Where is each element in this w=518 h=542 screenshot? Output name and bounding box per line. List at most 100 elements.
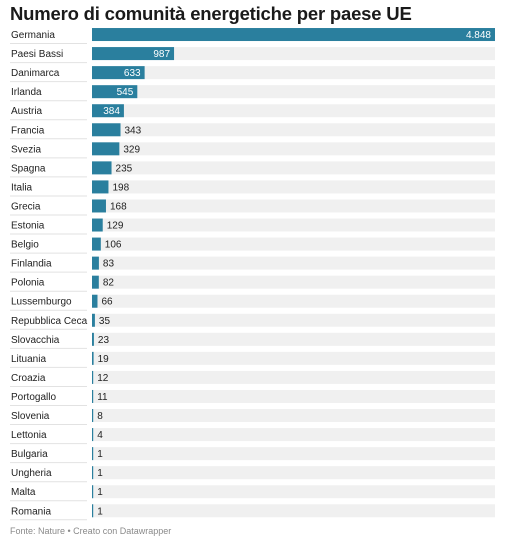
- category-label: Ungheria: [11, 468, 52, 479]
- bar-track: [92, 332, 495, 346]
- value-label: 11: [97, 392, 108, 403]
- value-label: 66: [101, 297, 113, 308]
- bar-track: [92, 66, 495, 80]
- category-label: Bulgaria: [11, 449, 48, 460]
- bar: [92, 313, 95, 327]
- bar: [92, 504, 94, 518]
- value-label: 8: [97, 411, 103, 422]
- value-label: 4: [97, 430, 103, 441]
- bar: [92, 104, 124, 118]
- bar: [92, 85, 138, 99]
- category-label: Malta: [11, 487, 36, 498]
- bar: [92, 66, 145, 80]
- value-label: 129: [107, 221, 124, 232]
- category-label: Belgio: [11, 240, 39, 251]
- bar-track: [92, 275, 495, 289]
- bar-track: [92, 447, 495, 461]
- category-label: Francia: [11, 125, 45, 136]
- value-label: 82: [103, 278, 115, 289]
- bar-track: [92, 237, 495, 251]
- category-label: Polonia: [11, 278, 45, 289]
- value-label: 19: [98, 354, 110, 365]
- value-label: 235: [116, 163, 133, 174]
- bar-track: [92, 389, 495, 403]
- bar-track: [92, 294, 495, 308]
- bar: [92, 428, 94, 442]
- value-label: 545: [117, 87, 134, 98]
- category-label: Italia: [11, 182, 33, 193]
- bar: [92, 447, 94, 461]
- bar: [92, 123, 121, 137]
- category-label: Lituania: [11, 354, 46, 365]
- category-label: Paesi Bassi: [11, 49, 63, 60]
- category-label: Portogallo: [11, 392, 56, 403]
- category-label: Germania: [11, 30, 55, 41]
- category-label: Danimarca: [11, 68, 60, 79]
- value-label: 1: [97, 449, 103, 460]
- category-label: Finlandia: [11, 259, 52, 270]
- bar: [92, 351, 94, 365]
- bar-track: [92, 161, 495, 175]
- bar: [92, 199, 106, 213]
- bar: [92, 485, 94, 499]
- bar-track: [92, 199, 495, 213]
- value-label: 35: [99, 316, 111, 327]
- bar: [92, 142, 120, 156]
- category-label: Grecia: [11, 201, 41, 212]
- bar: [92, 28, 495, 42]
- category-label: Austria: [11, 106, 43, 117]
- bar: [92, 237, 101, 251]
- value-label: 4.848: [466, 30, 491, 41]
- bar-track: [92, 85, 495, 99]
- bar: [92, 161, 112, 175]
- bar-track: [92, 351, 495, 365]
- value-label: 23: [98, 335, 110, 346]
- value-label: 12: [97, 373, 109, 384]
- bar: [92, 180, 109, 194]
- bar-track: [92, 47, 495, 61]
- category-label: Lussemburgo: [11, 297, 72, 308]
- bar: [92, 389, 94, 403]
- category-label: Repubblica Ceca: [11, 316, 88, 327]
- bar: [92, 275, 99, 289]
- category-label: Croazia: [11, 373, 46, 384]
- chart-footer: Fonte: Nature • Creato con Datawrapper: [10, 526, 172, 536]
- chart-title: Numero di comunità energetiche per paese…: [10, 3, 412, 24]
- bar-track: [92, 409, 495, 423]
- bar: [92, 256, 99, 270]
- bar: [92, 218, 103, 232]
- value-label: 343: [125, 125, 142, 136]
- category-label: Slovacchia: [11, 335, 60, 346]
- bar-track: [92, 485, 495, 499]
- category-label: Estonia: [11, 221, 45, 232]
- bar-track: [92, 218, 495, 232]
- value-label: 1: [97, 506, 103, 517]
- category-label: Lettonia: [11, 430, 47, 441]
- bar-track: [92, 256, 495, 270]
- value-label: 83: [103, 259, 115, 270]
- bar-track: [92, 466, 495, 480]
- category-label: Slovenia: [11, 411, 50, 422]
- bar: [92, 466, 94, 480]
- category-label: Spagna: [11, 163, 46, 174]
- bar-track: [92, 180, 495, 194]
- bar-track: [92, 123, 495, 137]
- category-label: Irlanda: [11, 87, 42, 98]
- category-label: Svezia: [11, 144, 41, 155]
- value-label: 198: [112, 182, 129, 193]
- bar-track: [92, 370, 495, 384]
- value-label: 633: [124, 68, 141, 79]
- bar: [92, 370, 94, 384]
- value-label: 168: [110, 201, 127, 212]
- bar-track: [92, 504, 495, 518]
- bar: [92, 47, 175, 61]
- value-label: 329: [123, 144, 140, 155]
- bar: [92, 332, 94, 346]
- value-label: 384: [103, 106, 120, 117]
- bar-track: [92, 428, 495, 442]
- bar-track: [92, 313, 495, 327]
- value-label: 1: [97, 468, 103, 479]
- bar: [92, 409, 94, 423]
- value-label: 1: [97, 487, 103, 498]
